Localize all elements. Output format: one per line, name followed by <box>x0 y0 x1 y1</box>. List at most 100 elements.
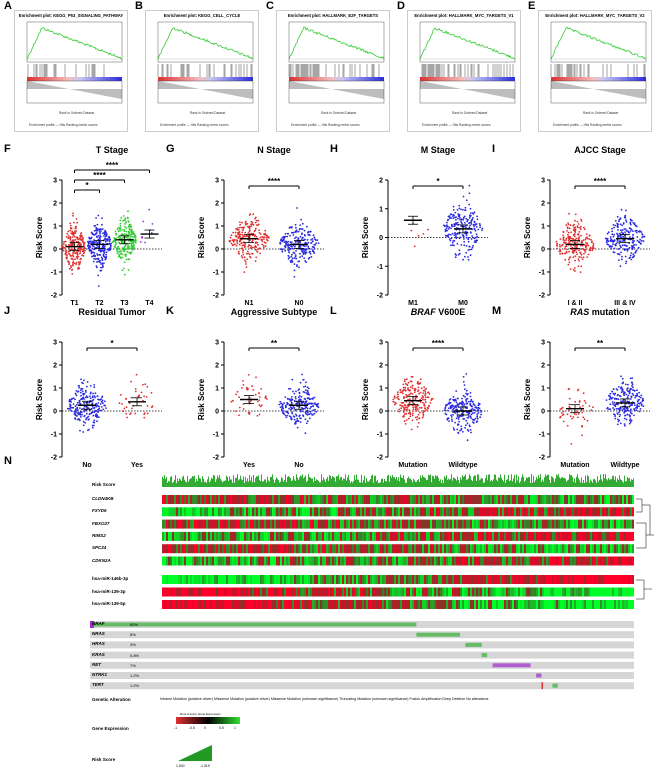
y-tick-label: 2 <box>541 363 545 370</box>
mutation-percent: 1.2% <box>130 683 140 689</box>
dendrogram <box>636 498 654 600</box>
enrichment-curve <box>419 27 516 60</box>
y-tick-label: 1 <box>53 224 57 231</box>
mutation-gene-label: TERT <box>92 682 104 688</box>
mirna-heat-row <box>162 600 634 609</box>
scatter-points <box>86 214 112 287</box>
gsea-legend: Enrichment profile — Hits Ranking metric… <box>291 123 360 127</box>
enrichment-curve <box>26 27 123 60</box>
y-tick-label: 2 <box>215 201 219 208</box>
y-tick-label: 2 <box>53 201 57 208</box>
y-tick-label: 0 <box>53 409 57 416</box>
y-axis-label: Risk Score <box>361 378 370 420</box>
y-tick-label: 3 <box>541 340 545 347</box>
y-tick-label: 3 <box>215 178 219 185</box>
x-tick-label: T4 <box>145 300 153 307</box>
panel-title: N Stage <box>257 145 291 155</box>
ranking-metric-area <box>289 81 384 99</box>
risk-legend-label: Risk Score <box>92 757 116 762</box>
gene-heat-row <box>162 519 634 529</box>
panel-title: T Stage <box>96 145 129 155</box>
panel-title: AJCC Stage <box>574 145 626 155</box>
y-tick-label: 1 <box>541 224 545 231</box>
scatter-points <box>604 208 646 268</box>
mutation-row <box>90 682 634 690</box>
scatter-plots: F T Stage -2 -1 0 1 2 3 Risk Score T1 T2 T3 T4 ******… <box>4 143 650 469</box>
gsea-title: Enrichment plot: KEGG_P53_SIGNALING_PATH… <box>18 13 124 18</box>
scatter-points <box>118 373 154 419</box>
mutation-percent: 0.8% <box>130 652 140 658</box>
y-tick-label: 2 <box>541 201 545 208</box>
y-axis-label: Risk Score <box>197 378 206 420</box>
mirna-row-label: hsa-miR-146b-3p <box>92 576 129 581</box>
x-tick-label: T2 <box>95 300 103 307</box>
x-tick-label: M0 <box>458 300 468 307</box>
panel-letter-b: B <box>135 0 143 12</box>
enrichment-curve <box>550 26 647 60</box>
y-tick-label: 2 <box>215 363 219 370</box>
gsea-title: Enrichment plot: HALLMARK_E2F_TARGETS <box>287 13 379 18</box>
gene-expression-label: Gene Expression <box>92 726 129 731</box>
gsea-xlabel: Rank in Ordered Dataset <box>452 111 488 115</box>
x-tick-label: I & II <box>568 300 583 307</box>
gsea-plot <box>288 21 385 104</box>
scatter-panel-l: L BRAF V600E -2 -1 0 1 2 3 Risk Score Mutation Wil… <box>330 305 488 469</box>
y-tick-label: 0 <box>541 247 545 254</box>
panel-title: RAS mutation <box>570 307 630 317</box>
significance-label: **** <box>93 171 106 180</box>
y-axis-label: Risk Score <box>523 216 532 258</box>
panel-letter-d: D <box>397 0 405 12</box>
scatter-panel-k: K Aggressive Subtype -2 -1 0 1 2 3 Risk Score Yes… <box>166 305 324 469</box>
mutation-percent: 7% <box>130 662 136 668</box>
y-tick-label: 1 <box>379 206 383 213</box>
scatter-points <box>559 387 594 445</box>
ranking-metric-area <box>551 81 646 99</box>
panel-letter-k: K <box>166 305 174 317</box>
panel-letter-n: N <box>4 455 12 467</box>
y-axis-label: Risk Score <box>35 378 44 420</box>
scatter-points <box>111 210 137 276</box>
expression-legend-caption: Row Z-score Gene Expression <box>180 712 221 716</box>
panel-title: M Stage <box>421 145 456 155</box>
gene-row-label: RIMS2 <box>92 532 106 538</box>
scatter-points <box>139 208 154 244</box>
mutation-row <box>90 651 634 659</box>
gsea-title: Enrichment plot: HALLMARK_MYC_TARGETS_V2 <box>545 13 645 18</box>
risk-score-row-label: Risk Score <box>92 482 116 487</box>
gsea-xlabel: Rank in Ordered Dataset <box>190 111 226 115</box>
gene-heat-row <box>162 544 634 554</box>
panel-letter-c: C <box>266 0 274 12</box>
expression-tick: -1 <box>174 726 178 730</box>
heatmap-panel <box>90 474 654 761</box>
mutation-row <box>90 661 634 669</box>
hit-marks <box>288 64 380 77</box>
panel-letter-j: J <box>4 305 10 317</box>
y-tick-label: 0 <box>53 247 57 254</box>
gsea-panel: Enrichment plot: HALLMARK_E2F_TARGETS Ran… <box>276 10 390 132</box>
y-tick-label: -2 <box>213 455 219 462</box>
y-tick-label: 0 <box>215 409 219 416</box>
risk-legend-max: -1.319 <box>200 764 210 768</box>
gsea-title: Enrichment plot: KEGG_CELL_CYCLE <box>163 13 241 18</box>
mutation-gene-label: RET <box>92 661 101 667</box>
gene-row-label: SPC24 <box>92 545 107 551</box>
y-tick-label: 1 <box>53 386 57 393</box>
y-tick-label: 0 <box>379 409 383 416</box>
y-tick-label: 1 <box>215 386 219 393</box>
y-tick-label: -1 <box>213 270 219 277</box>
mutation-row <box>90 672 634 679</box>
scatter-points <box>410 223 429 248</box>
rank-gradient <box>551 77 646 81</box>
x-tick-label: T3 <box>120 300 128 307</box>
y-tick-label: -1 <box>539 270 545 277</box>
scatter-panel-i: I AJCC Stage -2 -1 0 1 2 3 Risk Score I & II III &… <box>492 143 650 307</box>
x-tick-label: T1 <box>70 300 78 307</box>
y-axis-label: Risk Score <box>35 216 44 258</box>
significance-label: **** <box>106 161 119 170</box>
mutation-gene-label: KRAS <box>92 651 105 657</box>
enrichment-curve <box>157 27 254 60</box>
scatter-panel-g: G N Stage -2 -1 0 1 2 3 Risk Score N1 N0 **** <box>166 143 324 307</box>
y-tick-label: -1 <box>539 432 545 439</box>
mutation-percent: 3% <box>130 642 136 648</box>
panel-letter-f: F <box>4 143 11 155</box>
